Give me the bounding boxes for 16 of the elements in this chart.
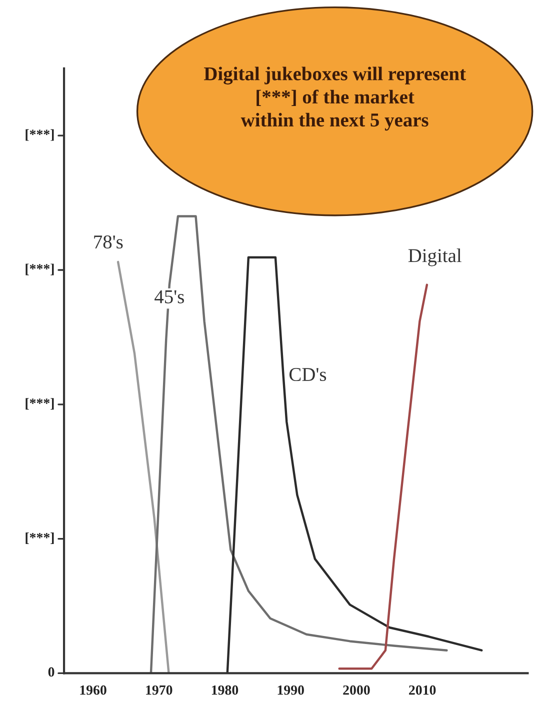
text: [***] xyxy=(26,129,54,141)
series-label: Digital xyxy=(408,248,462,266)
x-tick-label: 2010 xyxy=(409,685,436,695)
x-tick-label: 2000 xyxy=(343,685,370,695)
text: Digital jukeboxes will represent [***] of the market within the next 5 years xyxy=(204,66,466,131)
text: 0 xyxy=(48,667,54,677)
x-tick-label: 1960 xyxy=(80,685,106,695)
series-label: 45's xyxy=(154,290,184,304)
x-tick-label: 1990 xyxy=(278,685,304,695)
series-label: 78's xyxy=(94,235,123,249)
series-label: CD's xyxy=(289,368,326,382)
text: [***] xyxy=(26,532,54,544)
x-tick-label: 1970 xyxy=(146,685,172,695)
text: [***] xyxy=(26,398,54,410)
x-tick-label: 1980 xyxy=(212,685,238,695)
text: [***] xyxy=(26,264,54,276)
